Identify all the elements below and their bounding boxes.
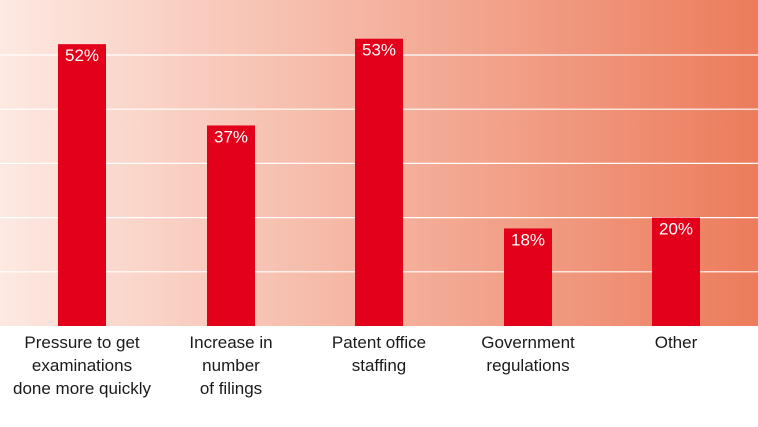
value-label: 52% — [65, 46, 99, 65]
category-labels: Pressure to get examinations done more qui… — [13, 333, 698, 398]
category-label-line: Increase in — [189, 333, 272, 352]
bars — [58, 38, 700, 327]
category-label-line: staffing — [352, 356, 407, 375]
bar — [207, 125, 255, 327]
value-label: 37% — [214, 127, 248, 146]
category-label: Pressure to get examinations done more qui… — [13, 333, 151, 398]
category-label-line: examinations — [32, 356, 132, 375]
bar — [58, 44, 106, 326]
category-label: Increase in number of filings — [189, 333, 272, 398]
bar — [355, 38, 403, 327]
category-label-line: of filings — [200, 379, 262, 398]
bar — [504, 228, 552, 326]
category-label: Other — [655, 333, 698, 352]
bar — [652, 217, 700, 326]
category-label-line: number — [202, 356, 260, 375]
value-label: 18% — [511, 230, 545, 249]
value-label: 20% — [659, 220, 693, 239]
category-label: Patent office staffing — [332, 333, 426, 375]
category-label-line: Government — [481, 333, 575, 352]
category-label-line: regulations — [486, 356, 569, 375]
category-label-line: Other — [655, 333, 698, 352]
category-label-line: done more quickly — [13, 379, 151, 398]
value-label: 53% — [362, 41, 396, 60]
category-label-line: Pressure to get — [24, 333, 140, 352]
category-label-line: Patent office — [332, 333, 426, 352]
value-labels: 52% 37% 53% 18% 20% — [65, 41, 693, 250]
category-label: Government regulations — [481, 333, 575, 375]
